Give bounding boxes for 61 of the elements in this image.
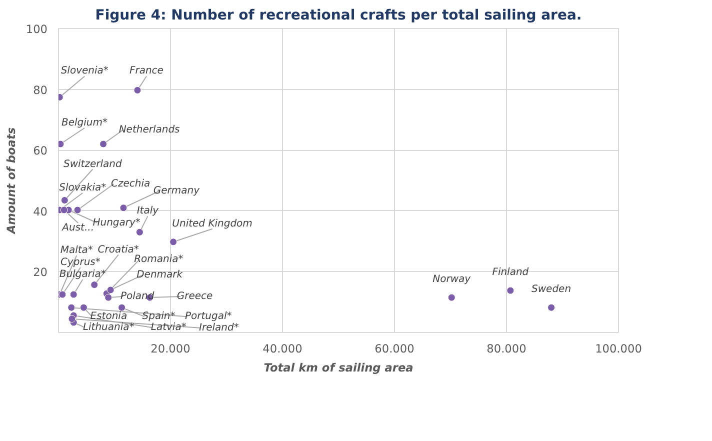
y-tick-label: 40: [33, 204, 48, 218]
y-axis-title: Amount of boats: [4, 127, 18, 235]
annotation: Denmark: [136, 269, 184, 280]
point: [118, 304, 126, 312]
annotation: Belgium*: [61, 118, 108, 129]
annotation: Slovakia*: [59, 182, 106, 194]
point: [136, 228, 144, 236]
y-tick-label: 80: [33, 82, 48, 97]
annotation: Czechia: [110, 178, 150, 190]
point: [548, 304, 556, 312]
point: [100, 140, 108, 148]
point: [68, 315, 76, 323]
annotation: Cyprus*: [60, 257, 100, 268]
annotation: Germany: [153, 185, 201, 196]
y-tick-label: 60: [33, 144, 48, 158]
x-tick-label: 20.000: [150, 342, 190, 356]
annotation: Romania*: [134, 254, 184, 266]
point: [80, 304, 88, 312]
x-tick-label: 40.000: [262, 342, 302, 356]
point: [60, 196, 68, 204]
annotation: Sweden: [532, 284, 572, 296]
point: [58, 290, 66, 298]
y-tick-label: 20: [33, 265, 48, 280]
annotation: Greece: [176, 291, 213, 302]
annotation: Bulgaria*: [59, 269, 106, 280]
annotation: Aust...: [61, 222, 94, 234]
annotation: Ireland*: [199, 322, 239, 334]
annotation: United Kingdom: [172, 218, 253, 230]
annotation: Italy: [136, 206, 160, 217]
annotation: Netherlands: [118, 124, 180, 136]
annotation: Estonia: [90, 311, 128, 322]
point: [106, 286, 114, 294]
annotation: Portugal*: [184, 311, 232, 322]
annotation: Hungary*: [92, 217, 140, 228]
chart-title: Figure 4: Number of recreational crafts per total sailing area.: [95, 8, 582, 24]
point: [68, 304, 76, 312]
point: [134, 86, 142, 94]
x-tick-label: 100.000: [595, 342, 642, 356]
annotation: Norway: [432, 274, 472, 286]
point: [448, 294, 456, 302]
x-axis-title: Total km of sailing area: [264, 360, 414, 374]
annotation: France: [129, 66, 164, 77]
annotation: Latvia*: [150, 322, 186, 333]
point: [170, 238, 178, 246]
point: [70, 290, 78, 298]
point: [74, 206, 82, 214]
annotation: Slovenia*: [60, 66, 108, 77]
annotation: Spain*: [142, 311, 176, 322]
y-tick-label: 100: [26, 22, 48, 36]
point: [90, 281, 98, 289]
point: [60, 206, 68, 214]
x-tick-label: 80.000: [486, 342, 526, 356]
annotation: Croatia*: [98, 244, 139, 256]
annotation: Malta*: [60, 245, 93, 256]
x-tick-label: 60.000: [374, 342, 414, 356]
point: [506, 286, 514, 294]
annotation: Switzerland: [63, 158, 122, 170]
annotation: Finland: [492, 267, 530, 278]
annotation: Lithuania*: [82, 322, 134, 333]
point: [120, 204, 128, 212]
point: [104, 294, 112, 302]
